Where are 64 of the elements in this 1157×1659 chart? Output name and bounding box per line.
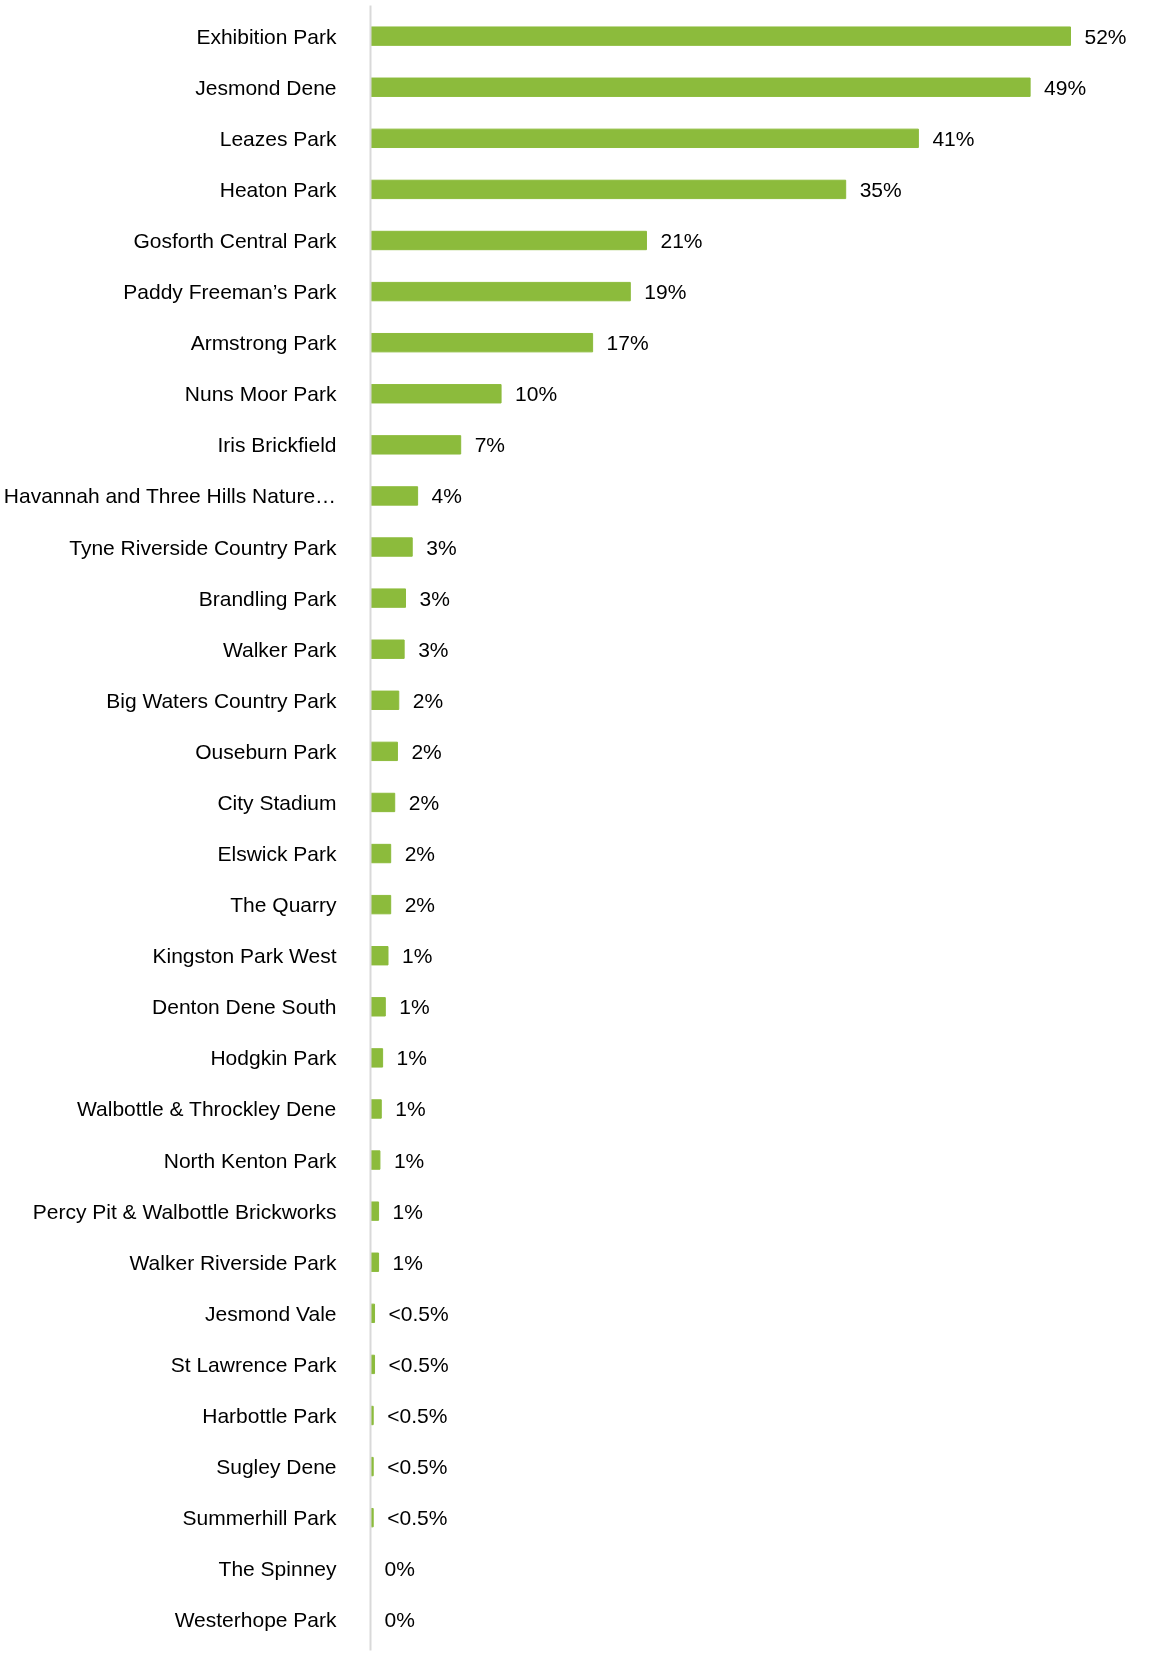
- data-label: 17%: [606, 331, 649, 355]
- y-tick-label: Exhibition Park: [196, 24, 337, 48]
- data-label: <0.5%: [387, 1404, 448, 1427]
- y-tick-label: Sugley Dene: [216, 1455, 337, 1479]
- y-tick-label: North Kenton Park: [163, 1148, 337, 1172]
- y-tick-label: The Quarry: [230, 893, 337, 917]
- data-label: 49%: [1044, 75, 1087, 99]
- data-label: 1%: [392, 1199, 423, 1223]
- y-tick-label: Walbottle & Throckley Dene: [77, 1097, 337, 1121]
- y-tick-label: Percy Pit & Walbottle Brickworks: [32, 1199, 337, 1223]
- data-label: 3%: [419, 586, 450, 610]
- data-label: 3%: [418, 637, 449, 661]
- y-tick-label: Armstrong Park: [190, 331, 337, 355]
- y-tick-label: The Spinney: [218, 1557, 337, 1581]
- y-tick-label: Kingston Park West: [152, 944, 337, 968]
- data-label: <0.5%: [387, 1455, 448, 1479]
- y-tick-label: Summerhill Park: [182, 1506, 337, 1530]
- data-label: 2%: [412, 688, 444, 712]
- data-label: <0.5%: [388, 1352, 449, 1376]
- data-label: 2%: [408, 790, 440, 814]
- y-tick-label: Walker Park: [222, 637, 337, 661]
- data-label: 2%: [404, 893, 436, 917]
- data-label: 7%: [474, 433, 506, 457]
- data-label: 1%: [399, 995, 430, 1019]
- data-label: 0%: [384, 1608, 415, 1632]
- data-label: 1%: [392, 1250, 423, 1274]
- data-label: 10%: [515, 382, 558, 406]
- data-label: 1%: [396, 1046, 427, 1070]
- y-tick-label: City Stadium: [217, 790, 337, 814]
- data-label: 21%: [660, 229, 703, 252]
- y-tick-label: Hodgkin Park: [210, 1046, 337, 1070]
- y-tick-label: Paddy Freeman’s Park: [123, 280, 337, 304]
- data-label: 1%: [402, 944, 433, 968]
- y-tick-label: Havannah and Three Hills Nature…: [3, 484, 337, 508]
- data-label: <0.5%: [388, 1301, 449, 1325]
- y-tick-label: Jesmond Dene: [195, 75, 337, 99]
- y-tick-label: Ouseburn Park: [195, 739, 337, 763]
- y-tick-label: St Lawrence Park: [170, 1352, 337, 1376]
- data-label: 41%: [932, 126, 975, 150]
- y-tick-label: Big Waters Country Park: [106, 688, 337, 712]
- data-label: 35%: [859, 177, 902, 201]
- y-tick-label: Nuns Moor Park: [184, 382, 337, 406]
- y-tick-label: Brandling Park: [198, 586, 337, 610]
- y-tick-label: Walker Riverside Park: [129, 1250, 337, 1274]
- data-label: 19%: [644, 280, 687, 304]
- data-label: 2%: [411, 739, 442, 763]
- y-tick-label: Harbottle Park: [202, 1404, 337, 1427]
- data-label: 1%: [393, 1148, 425, 1172]
- data-label: 1%: [395, 1097, 426, 1121]
- data-label: 52%: [1084, 24, 1127, 48]
- y-tick-label: Elswick Park: [217, 842, 337, 866]
- y-tick-label: Denton Dene South: [152, 995, 337, 1019]
- y-tick-label: Iris Brickfield: [217, 433, 337, 457]
- y-tick-label: Tyne Riverside Country Park: [69, 535, 337, 559]
- data-label: <0.5%: [387, 1506, 448, 1530]
- y-tick-label: Gosforth Central Park: [133, 229, 337, 252]
- y-tick-label: Leazes Park: [219, 126, 337, 150]
- y-tick-label: Heaton Park: [219, 177, 337, 201]
- data-label: 4%: [431, 484, 462, 508]
- data-label: 0%: [384, 1557, 415, 1581]
- data-label: 2%: [404, 842, 436, 866]
- data-label: 3%: [426, 535, 457, 559]
- y-tick-label: Westerhope Park: [174, 1608, 337, 1632]
- y-tick-label: Jesmond Vale: [204, 1301, 337, 1325]
